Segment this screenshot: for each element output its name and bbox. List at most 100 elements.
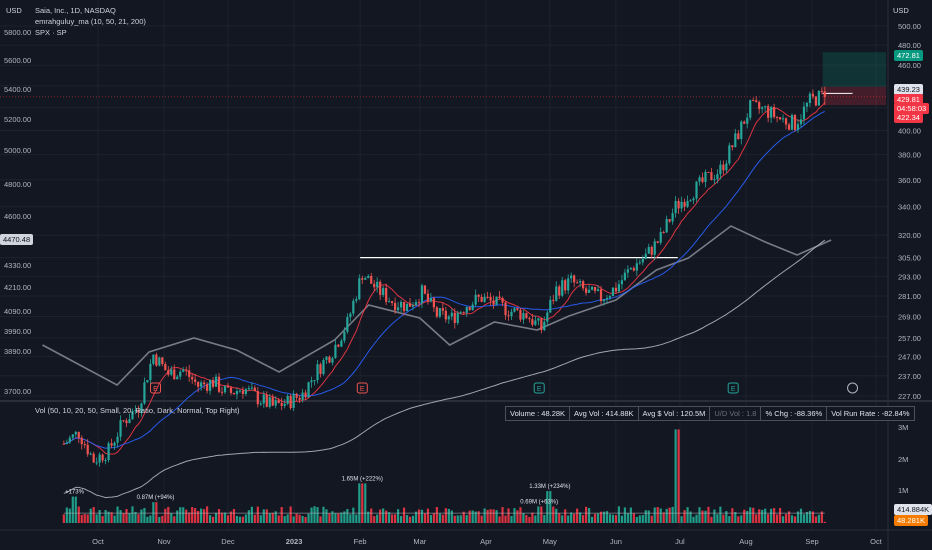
candle-body <box>522 313 525 320</box>
candle-body <box>74 431 77 435</box>
candle-body <box>229 387 233 393</box>
volume-bar <box>349 514 352 523</box>
candle-body <box>173 369 176 380</box>
candle-body <box>346 317 349 332</box>
volume-bar <box>247 510 250 523</box>
volume-bar <box>474 511 477 523</box>
volume-bar <box>773 508 776 523</box>
volume-bar <box>596 513 600 523</box>
volume-bar <box>277 515 280 523</box>
volume-bar <box>501 507 504 523</box>
last-volume-tag: 48.281K <box>894 515 928 526</box>
volume-bar <box>465 515 468 523</box>
candle-body <box>635 263 638 271</box>
volume-bars: +173% 0.87M (+94%) 1.65M (+222%) 0.69M (+63… <box>62 429 826 523</box>
ma-indicator-label[interactable]: emrahguluy_ma (10, 50, 21, 200) <box>35 17 146 26</box>
volume-bar <box>534 515 537 523</box>
candle-body <box>408 303 412 307</box>
right-currency-label[interactable]: USD <box>893 6 909 15</box>
candle-body <box>134 410 137 412</box>
volume-metric-3: U/D Vol : 1.8 <box>710 407 762 420</box>
volume-bar <box>796 511 800 523</box>
volume-bar <box>307 513 310 523</box>
volume-axis-label: 2M <box>898 455 908 464</box>
volume-bar <box>286 514 289 523</box>
candle-body <box>567 278 570 291</box>
volume-bar <box>346 509 349 523</box>
compare-symbol-label[interactable]: SPX · SP <box>35 28 67 37</box>
candle-body <box>298 397 301 400</box>
volume-bar <box>182 507 185 523</box>
candle-body <box>217 376 221 392</box>
candle-body <box>319 364 322 374</box>
candle-body <box>784 118 788 125</box>
volume-bar <box>280 507 283 523</box>
volume-bar <box>402 507 406 523</box>
volume-bar <box>453 515 456 523</box>
volume-bar <box>304 516 307 523</box>
candle-body <box>396 307 400 311</box>
symbol-title[interactable]: Saia, Inc., 1D, NASDAQ <box>35 6 116 15</box>
volume-bar <box>116 506 119 523</box>
candle-body <box>352 300 355 314</box>
earnings-marker <box>533 382 545 394</box>
volume-bar <box>137 514 140 523</box>
candle-body <box>331 358 334 363</box>
candle-body <box>423 285 427 294</box>
x-tick-label: Oct <box>92 537 105 546</box>
volume-axis-label: 3M <box>898 423 908 432</box>
volume-bar <box>471 510 474 523</box>
volume-metric-0: Volume : 48.28K <box>506 407 571 420</box>
candle-body <box>737 133 740 140</box>
candle-body <box>740 121 743 140</box>
volume-bar <box>767 514 770 523</box>
left-currency-label[interactable]: USD <box>6 6 22 15</box>
candle-body <box>584 288 588 293</box>
ma-slow-line <box>63 239 826 499</box>
volume-bar <box>689 511 692 523</box>
volume-bar <box>197 511 200 523</box>
candle-body <box>379 281 382 295</box>
volume-bar <box>680 516 683 523</box>
candle-body <box>441 308 444 311</box>
candle-body <box>373 283 376 288</box>
candle-body <box>235 390 239 395</box>
candle-body <box>355 299 358 301</box>
left-y-tick-label: 4800.00 <box>4 180 31 189</box>
candle-body <box>188 370 191 377</box>
volume-bar <box>543 514 546 523</box>
volume-indicator-title[interactable]: Vol (50, 10, 20, 50, Small, 20, Ratio, D… <box>35 406 240 415</box>
volume-bar <box>256 506 259 523</box>
volume-bar <box>623 507 626 523</box>
candle-body <box>764 106 767 108</box>
volume-bar <box>385 510 388 523</box>
candle-body <box>787 124 791 130</box>
volume-bar <box>74 496 77 523</box>
x-tick-label: Mar <box>413 537 426 546</box>
volume-bar <box>167 506 170 523</box>
volume-bar <box>519 507 522 523</box>
candle-body <box>244 389 247 394</box>
volume-bar <box>555 508 558 523</box>
candle-body <box>519 309 522 320</box>
volume-bar <box>292 516 295 523</box>
candle-body <box>495 296 498 305</box>
candle-body <box>164 363 167 371</box>
candle-body <box>799 119 803 125</box>
candle-body <box>382 288 385 295</box>
candle-body <box>731 145 734 148</box>
volume-bar <box>522 513 525 523</box>
volume-bar <box>489 509 492 523</box>
volume-metric-1: Avg Vol : 414.88K <box>570 407 639 420</box>
volume-bar <box>143 508 146 523</box>
volume-bar <box>364 483 367 523</box>
volume-bar <box>185 509 188 523</box>
candle-body <box>399 301 403 308</box>
volume-bar <box>271 512 274 523</box>
y-tick-label: 281.00 <box>898 292 921 301</box>
volume-bar <box>125 509 128 523</box>
candle-body <box>203 382 206 385</box>
earnings-marker-label: E <box>360 386 365 393</box>
volume-bar <box>495 510 498 523</box>
